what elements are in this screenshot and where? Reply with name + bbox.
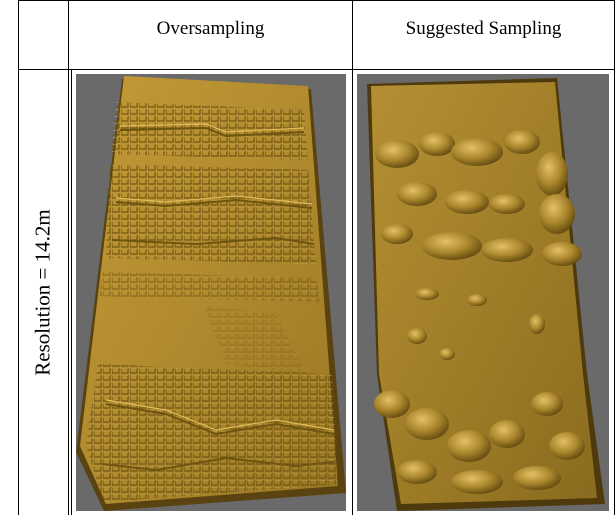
suggested-sampling-terrain-image bbox=[367, 78, 605, 511]
table-header-rule bbox=[18, 69, 615, 70]
oversampling-terrain-image bbox=[76, 76, 346, 511]
header-suggested-sampling: Suggested Sampling bbox=[353, 0, 614, 69]
table-col1-rule bbox=[68, 0, 69, 515]
table-left-rule bbox=[18, 0, 19, 515]
header-oversampling: Oversampling bbox=[69, 0, 352, 69]
table-col2-rule bbox=[352, 0, 353, 515]
suggested-sampling-terrain-render bbox=[357, 74, 609, 511]
oversampling-terrain-render bbox=[76, 74, 346, 511]
row-label-cell: Resolution = 14.2m bbox=[18, 70, 68, 515]
header-oversampling-label: Oversampling bbox=[156, 18, 265, 39]
row-label-resolution: Resolution = 14.2m bbox=[30, 209, 55, 376]
header-suggested-sampling-label: Suggested Sampling bbox=[405, 18, 562, 39]
table-top-rule bbox=[18, 0, 615, 1]
table-col1b-rule bbox=[71, 69, 72, 515]
